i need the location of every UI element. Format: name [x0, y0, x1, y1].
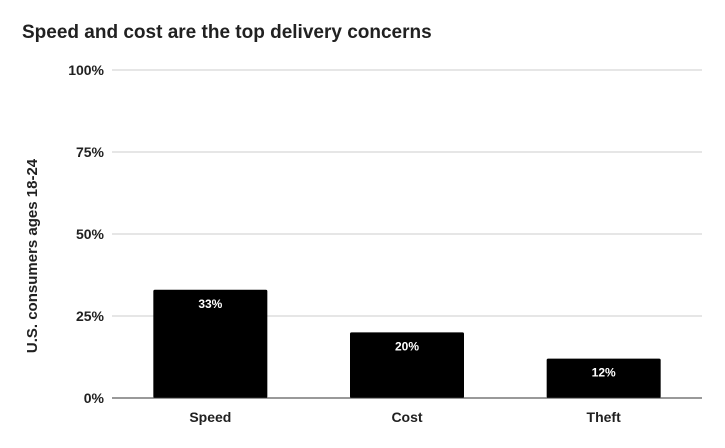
y-tick-label: 25%: [76, 308, 105, 324]
y-tick-label: 100%: [68, 62, 104, 78]
x-tick-label-cost: Cost: [391, 409, 422, 425]
x-tick-label-speed: Speed: [189, 409, 231, 425]
y-tick-label: 50%: [76, 226, 105, 242]
y-axis-tick-labels: 0% 25% 50% 75% 100%: [68, 62, 104, 406]
bars: 33% 20% 12%: [153, 289, 661, 398]
x-axis-tick-labels: Speed Cost Theft: [189, 409, 621, 425]
bar-cost: [350, 332, 464, 398]
y-tick-label: 75%: [76, 144, 105, 160]
bar-speed: [153, 289, 268, 398]
x-tick-label-theft: Theft: [587, 409, 622, 425]
y-tick-label: 0%: [84, 390, 105, 406]
data-label-cost: 20%: [395, 339, 419, 353]
data-label-theft: 12%: [592, 366, 616, 380]
y-axis-title: U.S. consumers ages 18-24: [24, 158, 41, 353]
bar-theft: [546, 358, 661, 398]
chart-title: Speed and cost are the top delivery conc…: [22, 22, 432, 43]
data-label-speed: 33%: [198, 297, 222, 311]
gridlines: [112, 69, 702, 317]
